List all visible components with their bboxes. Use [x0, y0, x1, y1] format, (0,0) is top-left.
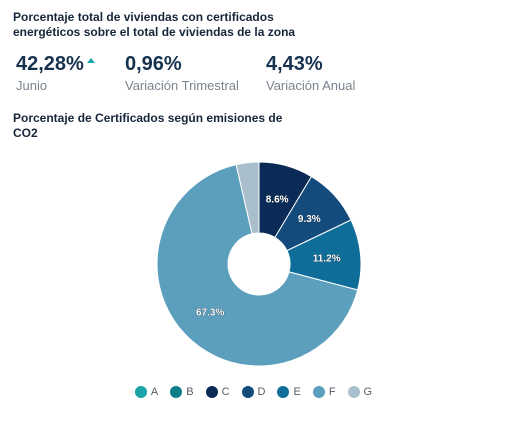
- legend-item-F[interactable]: F: [312, 386, 336, 398]
- stat-quarterly-label: Variación Trimestral: [125, 78, 239, 93]
- stat-current: 42,28% Junio: [16, 52, 95, 93]
- legend-label-E: E: [293, 386, 301, 398]
- legend-label-A: A: [150, 386, 159, 398]
- stat-quarterly-value: 0,96%: [125, 53, 182, 75]
- legend-label-C: C: [221, 386, 230, 398]
- arrow-up-icon: [86, 58, 95, 64]
- slice-G[interactable]: [235, 161, 260, 235]
- slice-label-C: 8.6%: [266, 194, 289, 205]
- legend-dot-G: [347, 386, 360, 398]
- chart-title: Porcentaje de Certificados según emision…: [13, 111, 283, 140]
- stat-annual: 4,43% Variación Anual: [266, 52, 355, 93]
- legend-item-A[interactable]: A: [134, 386, 159, 398]
- slice-F[interactable]: [156, 163, 359, 367]
- stat-annual-value: 4,43%: [266, 53, 323, 75]
- chart-legend: A B C D E F G: [0, 386, 507, 398]
- legend-item-G[interactable]: G: [347, 386, 373, 398]
- legend-item-D[interactable]: D: [241, 386, 266, 398]
- legend-item-E[interactable]: E: [277, 386, 301, 398]
- legend-dot-E: [277, 386, 290, 398]
- page-title: Porcentaje total de viviendas con certif…: [13, 10, 296, 39]
- stat-quarterly: 0,96% Variación Trimestral: [125, 52, 239, 93]
- slice-label-F: 67.3%: [196, 307, 224, 318]
- legend-label-F: F: [328, 386, 336, 398]
- legend-item-B[interactable]: B: [170, 386, 194, 398]
- legend-label-D: D: [257, 386, 266, 398]
- legend-dot-F: [312, 386, 325, 398]
- slice-label-D: 9.3%: [298, 214, 321, 225]
- legend-label-B: B: [186, 386, 194, 398]
- slice-label-E: 11.2%: [313, 254, 341, 265]
- legend-dot-C: [205, 386, 218, 398]
- legend-dot-B: [170, 386, 183, 398]
- legend-dot-D: [241, 386, 254, 398]
- legend-label-G: G: [363, 386, 373, 398]
- stat-current-value: 42,28%: [16, 52, 95, 76]
- donut-chart: 8.6% 9.3% 11.2% 67.3%: [156, 161, 362, 367]
- stat-annual-label: Variación Anual: [266, 78, 356, 93]
- legend-item-C[interactable]: C: [205, 386, 230, 398]
- stat-current-label: Junio: [16, 78, 48, 93]
- legend-dot-A: [134, 386, 147, 398]
